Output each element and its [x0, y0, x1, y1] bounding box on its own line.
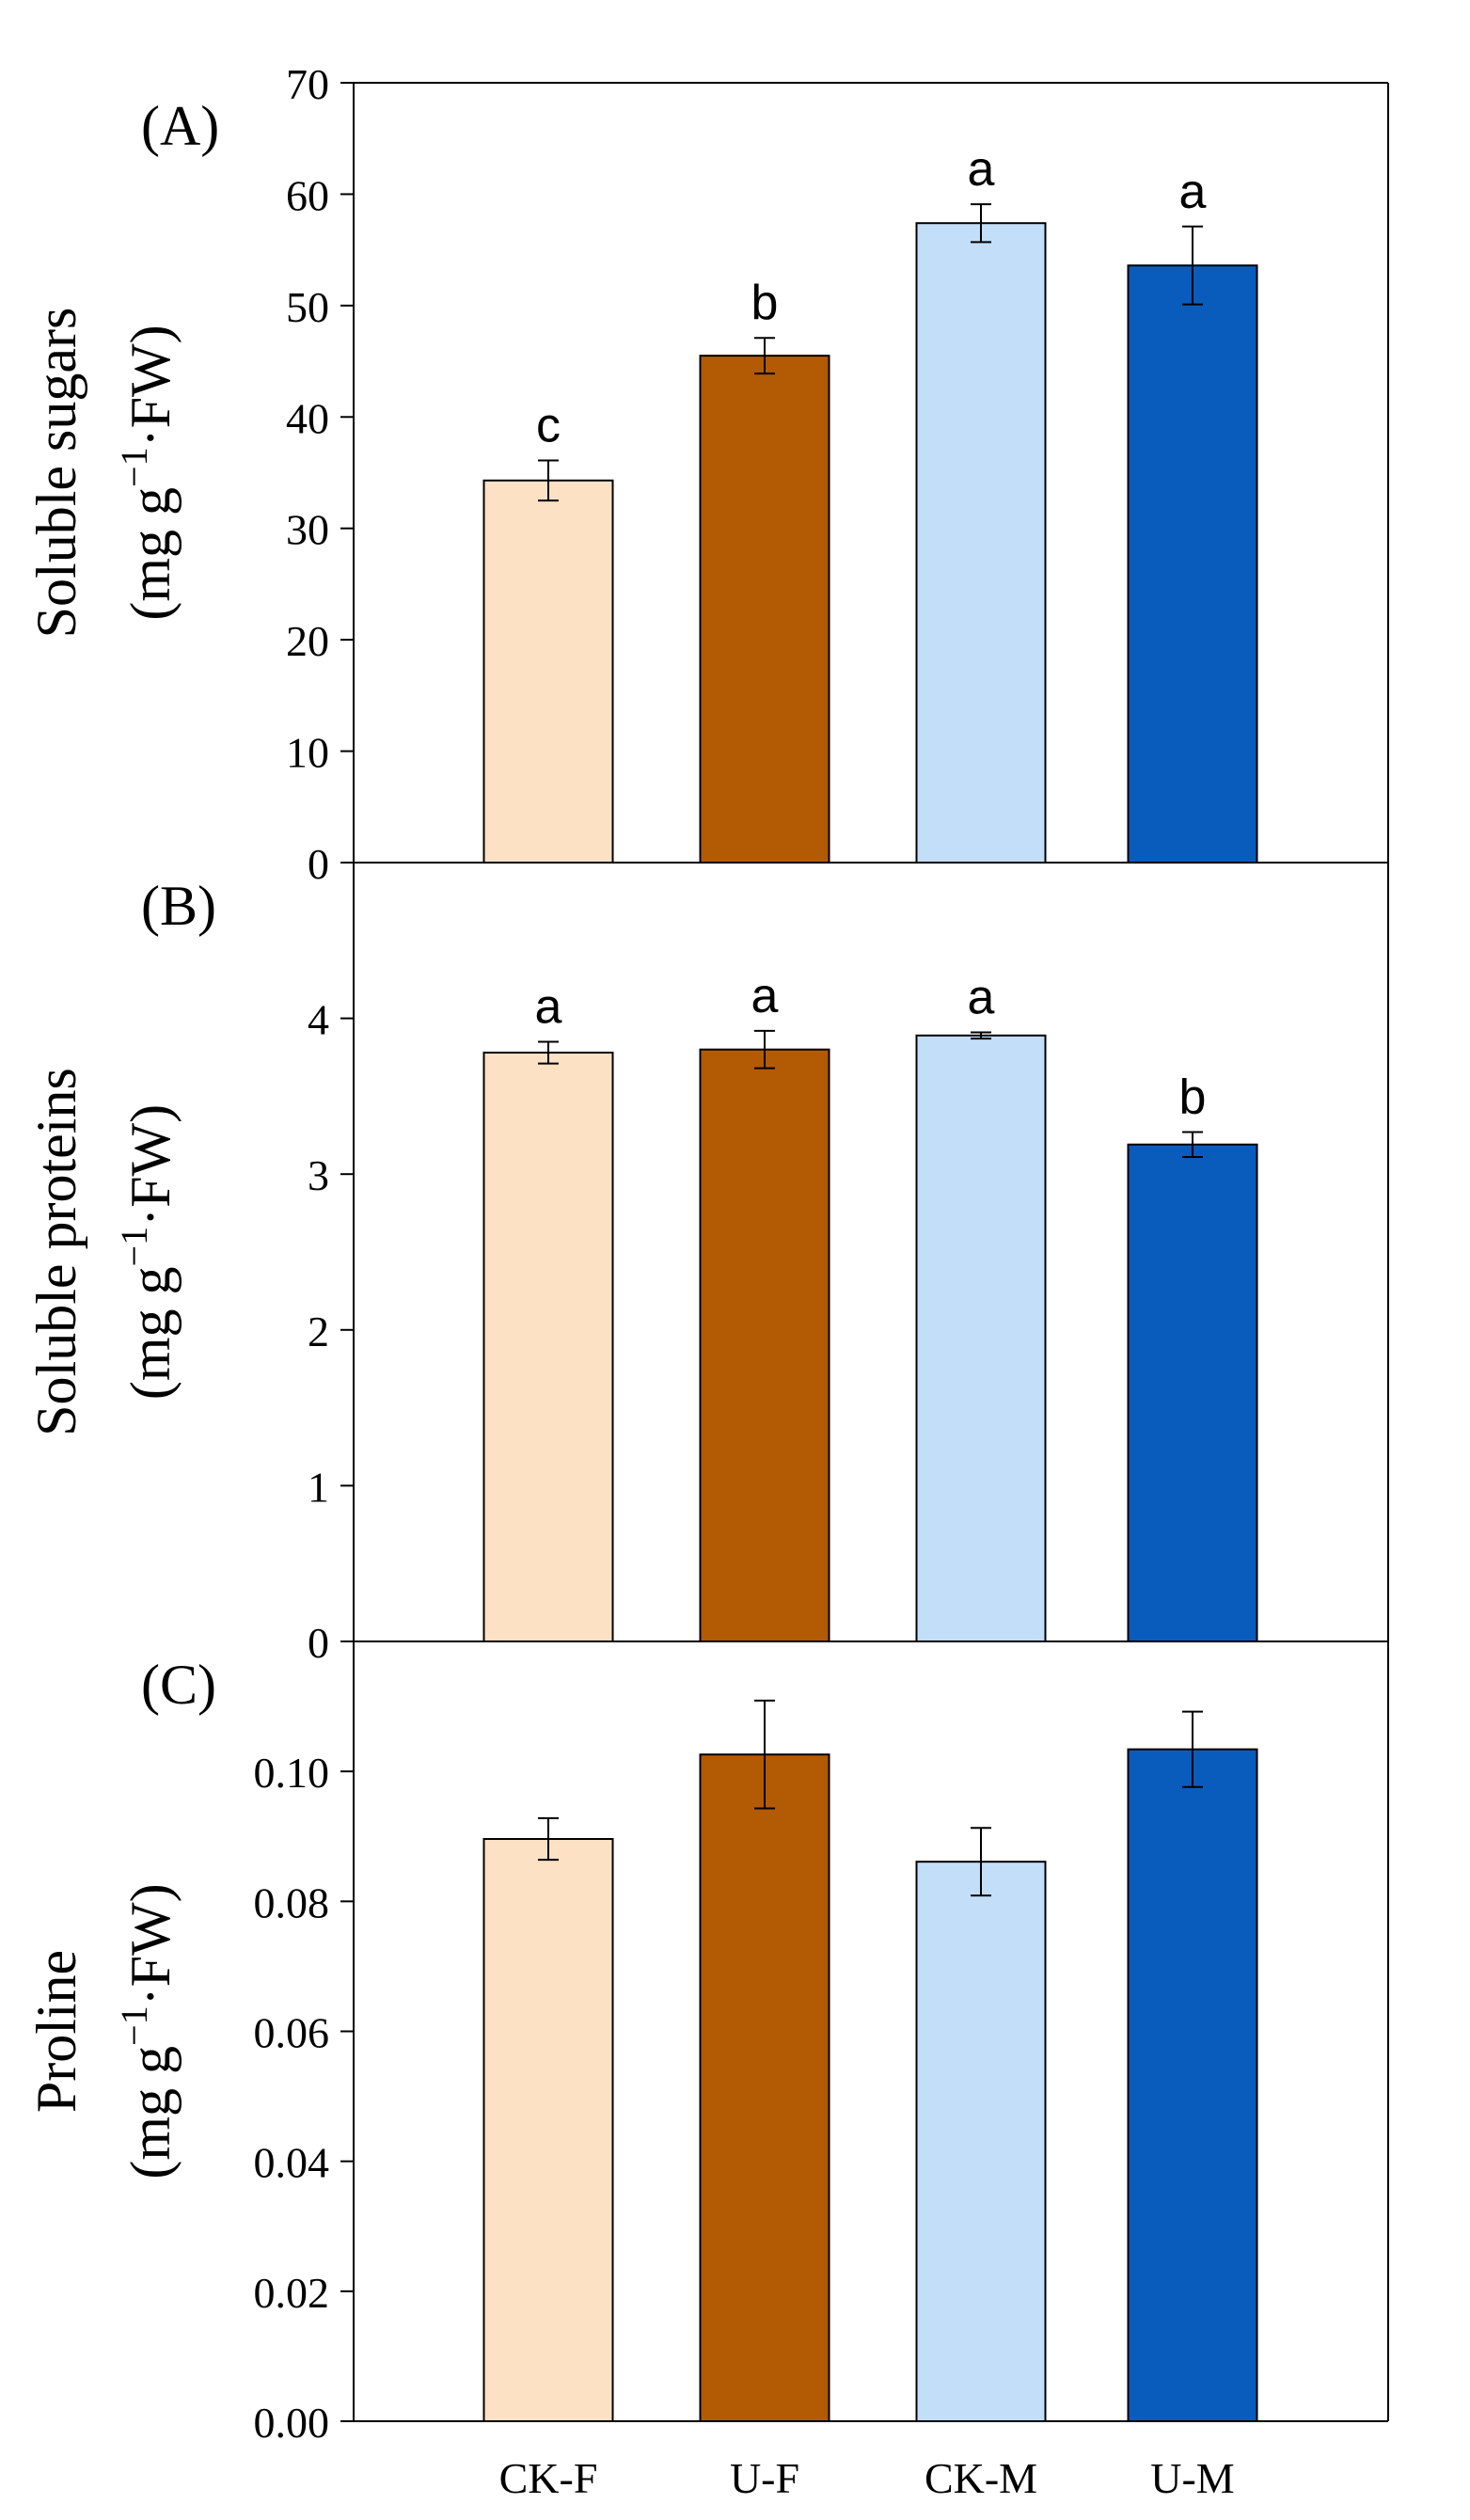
panel-b-y-tick-label: 1	[308, 1463, 329, 1511]
panel-b-y-tick-label: 0	[308, 1619, 329, 1667]
panel-c-y-axis-unit: (mg g−1·FW)	[113, 1883, 182, 2179]
panel-c-bar-ck-m	[915, 1861, 1047, 2422]
panel-c-bar-u-f	[699, 1753, 830, 2422]
panel-c-y-tick-label: 0.08	[254, 1878, 330, 1926]
panel-a-bar-u-m	[1127, 264, 1258, 864]
panel-b-y-tick-label: 3	[308, 1151, 329, 1199]
panel-a-y-tick-label: 50	[286, 283, 329, 331]
panel-a-y-tick-label: 70	[286, 60, 329, 108]
panel-b-bar-ck-m	[915, 1034, 1047, 1643]
x-tick-label-u-m: U-M	[1150, 2454, 1234, 2502]
panel-c-bar-ck-f	[482, 1838, 614, 2422]
panel-c-label: (C)	[141, 1654, 216, 1716]
x-tick-label-u-f: U-F	[730, 2454, 799, 2502]
panel-b-bar-u-m	[1127, 1143, 1258, 1642]
panel-a-y-tick-label: 30	[286, 506, 329, 554]
panel-a-label: (A)	[141, 95, 219, 157]
x-tick-label-ck-f: CK-F	[499, 2454, 598, 2502]
panel-c-y-tick-label: 0.10	[254, 1749, 330, 1797]
panel-a-y-tick-label: 40	[286, 394, 329, 442]
panel-b-y-tick-label: 2	[308, 1308, 329, 1355]
panel-a-y-tick-label: 10	[286, 729, 329, 777]
panel-b-label: (B)	[141, 875, 216, 937]
panel-b-significance-letter-u-f: a	[751, 969, 779, 1023]
panel-a-bar-ck-m	[915, 222, 1047, 864]
panel-b-significance-letter-ck-f: a	[535, 979, 562, 1034]
panel-c-y-axis-title: Proline	[25, 1950, 87, 2113]
panel-a-y-axis-title: Soluble sugars	[25, 308, 87, 639]
panel-a-significance-letter-u-f: b	[751, 276, 779, 330]
panel-a-significance-letter-u-m: a	[1179, 165, 1207, 219]
panel-c-bar-u-m	[1127, 1748, 1258, 2422]
panel-b-bar-ck-f	[482, 1052, 614, 1642]
panel-a-y-tick-label: 60	[286, 171, 329, 219]
panel-c-y-tick-label: 0.00	[254, 2399, 330, 2447]
panel-c-y-tick-label: 0.04	[254, 2139, 330, 2187]
panel-b-significance-letter-u-m: b	[1179, 1070, 1207, 1124]
panel-a-y-axis-unit: (mg g−1·FW)	[113, 325, 182, 620]
panel-b-significance-letter-ck-m: a	[968, 971, 995, 1025]
panel-b-y-tick-label: 4	[308, 996, 329, 1044]
panel-a-bar-u-f	[699, 355, 830, 864]
panel-a-y-tick-label: 0	[308, 840, 329, 888]
panel-a-significance-letter-ck-f: c	[536, 398, 561, 452]
panel-c-y-tick-label: 0.06	[254, 2009, 330, 2057]
panel-b-y-axis-title: Soluble proteins	[25, 1068, 87, 1436]
x-tick-label-ck-m: CK-M	[925, 2454, 1037, 2502]
panel-c-y-tick-label: 0.02	[254, 2269, 330, 2317]
panel-b-y-axis-unit: (mg g−1·FW)	[113, 1104, 182, 1400]
panel-a-y-tick-label: 20	[286, 617, 329, 665]
panel-b-bar-u-f	[699, 1048, 830, 1642]
panel-a-bar-ck-f	[482, 479, 614, 864]
panel-a-significance-letter-ck-m: a	[968, 142, 995, 197]
